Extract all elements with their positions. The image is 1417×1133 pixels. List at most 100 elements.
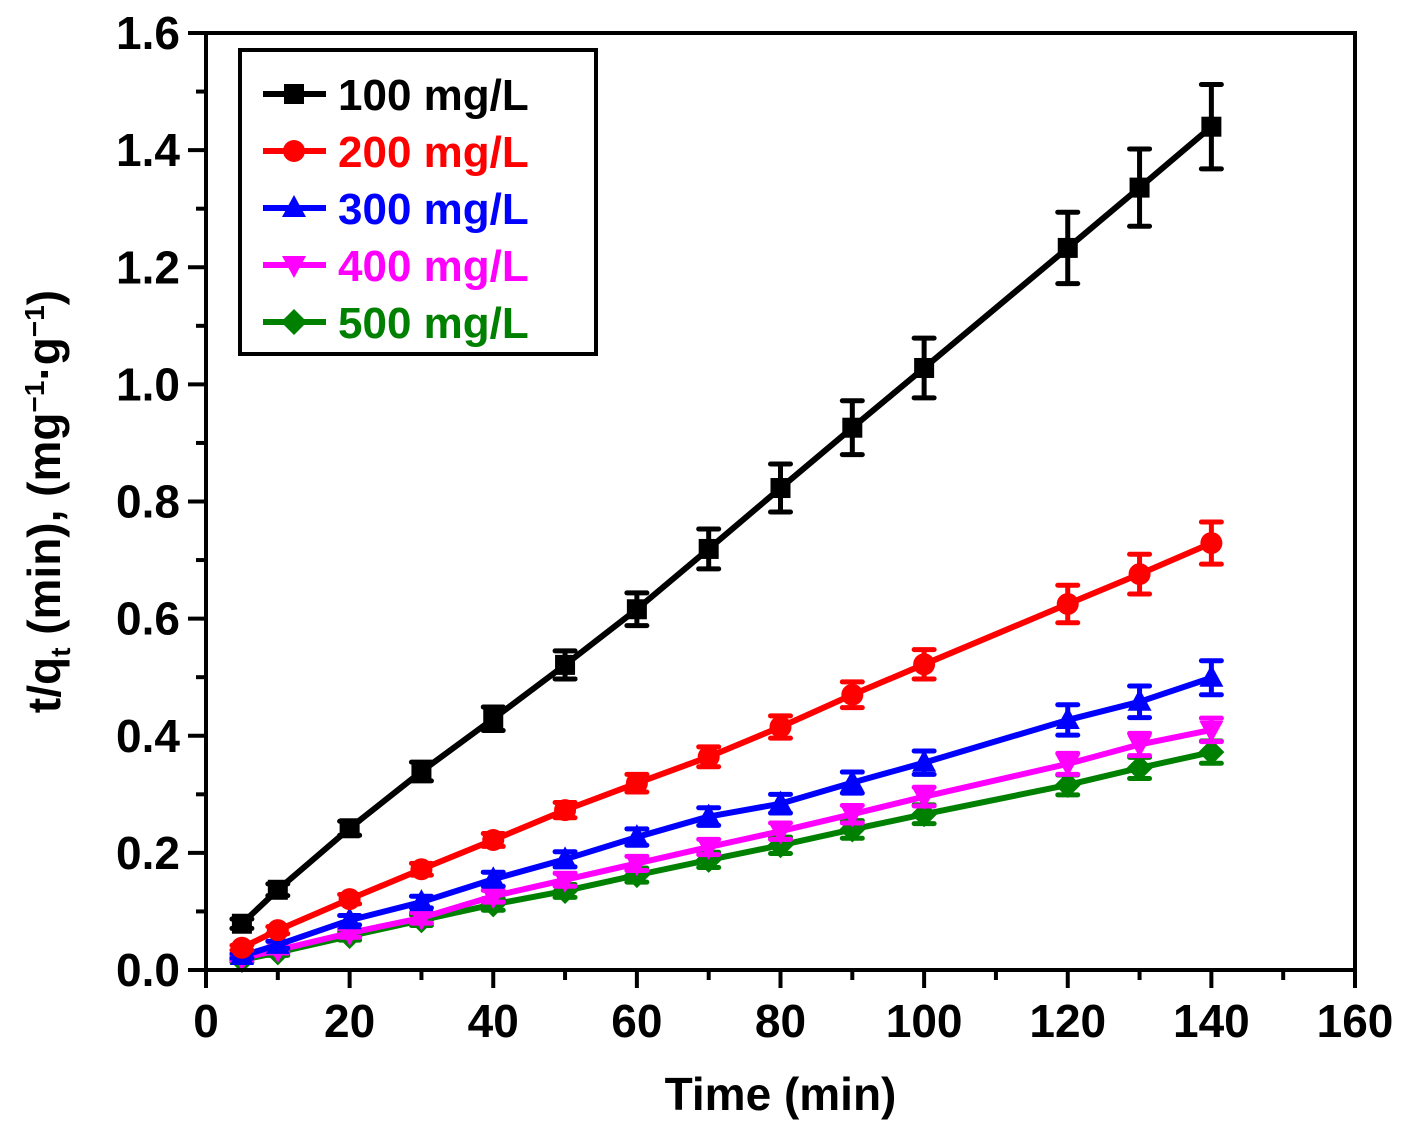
data-point bbox=[768, 822, 793, 845]
x-tick-label: 160 bbox=[1317, 995, 1394, 1047]
data-point bbox=[231, 913, 252, 934]
data-point bbox=[482, 828, 505, 851]
data-point bbox=[267, 879, 288, 900]
y-axis-title-rest: (min), (mg bbox=[18, 413, 70, 648]
data-point bbox=[1127, 735, 1152, 758]
data-point bbox=[553, 846, 578, 869]
y-tick-label: 1.6 bbox=[116, 7, 180, 59]
y-axis-title-subscript: t bbox=[45, 648, 76, 657]
legend-label: 300 mg/L bbox=[338, 185, 529, 234]
legend-label: 400 mg/L bbox=[338, 242, 529, 291]
data-point bbox=[337, 907, 362, 930]
y-tick-label: 1.4 bbox=[116, 124, 180, 176]
legend-item: 400 mg/L bbox=[263, 242, 529, 291]
y-tick-label: 0.8 bbox=[116, 476, 180, 528]
x-tick-label: 80 bbox=[755, 995, 806, 1047]
x-tick-label: 0 bbox=[193, 995, 219, 1047]
x-tick-label: 100 bbox=[886, 995, 963, 1047]
data-point bbox=[912, 749, 937, 772]
series-line bbox=[241, 726, 1212, 962]
y-tick-label: 1.0 bbox=[116, 358, 180, 410]
data-point bbox=[1199, 720, 1224, 743]
x-tick-label: 140 bbox=[1173, 995, 1250, 1047]
x-tick-label: 120 bbox=[1029, 995, 1106, 1047]
data-point bbox=[696, 803, 721, 826]
data-point bbox=[1127, 688, 1152, 711]
legend-item: 200 mg/L bbox=[263, 128, 529, 177]
y-tick-label: 1.2 bbox=[116, 241, 180, 293]
y-axis-title: t/qt (min), (mg−1·g−1) bbox=[18, 290, 76, 713]
legend-marker-triangle-down-icon bbox=[282, 256, 306, 278]
legend-marker-diamond-icon bbox=[281, 309, 307, 335]
legend-marker-triangle-up-icon bbox=[282, 195, 306, 217]
y-axis-title-main: t/q bbox=[18, 657, 70, 713]
series-line bbox=[239, 124, 1214, 926]
legend-label: 100 mg/L bbox=[338, 71, 529, 120]
data-point bbox=[410, 858, 433, 881]
data-point bbox=[409, 889, 434, 912]
x-axis-title: Time (min) bbox=[665, 1068, 897, 1120]
data-point bbox=[770, 478, 791, 499]
data-point bbox=[840, 805, 865, 828]
y-tick-label: 0.0 bbox=[116, 944, 180, 996]
data-point bbox=[1055, 754, 1080, 777]
data-point bbox=[481, 887, 506, 910]
series-100-mg-l bbox=[229, 82, 1224, 934]
data-point bbox=[230, 936, 253, 959]
y-tick-label: 0.6 bbox=[116, 593, 180, 645]
data-point bbox=[481, 866, 506, 889]
data-point bbox=[1055, 706, 1080, 729]
data-point bbox=[840, 769, 865, 792]
legend-marker-square-icon bbox=[284, 84, 304, 104]
legend-label: 500 mg/L bbox=[338, 299, 529, 348]
data-point bbox=[553, 870, 578, 893]
data-point bbox=[626, 599, 647, 620]
legend-label: 200 mg/L bbox=[338, 128, 529, 177]
data-point bbox=[1057, 237, 1078, 258]
data-point bbox=[768, 790, 793, 813]
data-point bbox=[266, 919, 289, 942]
data-point bbox=[624, 854, 649, 877]
y-tick-label: 0.2 bbox=[116, 827, 180, 879]
data-point bbox=[1054, 771, 1081, 798]
axes: 0 20 40 60 80 100 120 140 160 0.0 0.2 0.4 0.6 0.8 1.0 1… bbox=[116, 7, 1393, 1047]
data-point bbox=[1129, 177, 1150, 198]
legend-item: 100 mg/L bbox=[263, 71, 529, 120]
legend-item: 300 mg/L bbox=[263, 185, 529, 234]
data-point bbox=[696, 838, 721, 861]
data-point bbox=[483, 708, 504, 729]
y-axis-title-mid: ·g bbox=[18, 337, 70, 380]
data-point bbox=[339, 818, 360, 839]
data-point bbox=[409, 908, 434, 931]
data-point bbox=[769, 715, 792, 738]
data-point bbox=[624, 824, 649, 847]
data-point bbox=[698, 538, 719, 559]
y-axis-title-sup2: −1 bbox=[19, 305, 50, 337]
legend: 100 mg/L 200 mg/L 300 mg/L 400 mg/L 500 mg/L bbox=[238, 48, 598, 356]
data-point bbox=[697, 745, 720, 768]
data-point bbox=[265, 931, 290, 954]
data-point bbox=[1199, 664, 1224, 687]
data-point bbox=[337, 924, 362, 947]
series-200-mg-l bbox=[229, 519, 1224, 959]
data-point bbox=[554, 799, 577, 822]
data-point bbox=[912, 787, 937, 810]
data-point bbox=[625, 772, 648, 795]
data-point bbox=[1126, 754, 1153, 781]
y-axis-title-end: ) bbox=[18, 290, 70, 305]
x-tick-label: 60 bbox=[611, 995, 662, 1047]
data-point bbox=[555, 654, 576, 675]
plot-area bbox=[228, 82, 1225, 974]
data-point bbox=[1198, 739, 1225, 766]
data-point bbox=[914, 357, 935, 378]
legend-marker-circle-icon bbox=[283, 140, 305, 162]
data-point bbox=[841, 683, 864, 706]
y-axis-title-sup1: −1 bbox=[19, 381, 50, 413]
data-point bbox=[411, 761, 432, 782]
series-line bbox=[241, 674, 1213, 959]
x-tick-label: 20 bbox=[324, 995, 375, 1047]
y-tick-label: 0.4 bbox=[116, 710, 180, 762]
x-tick-label: 40 bbox=[468, 995, 519, 1047]
series-300-mg-l bbox=[229, 658, 1224, 965]
